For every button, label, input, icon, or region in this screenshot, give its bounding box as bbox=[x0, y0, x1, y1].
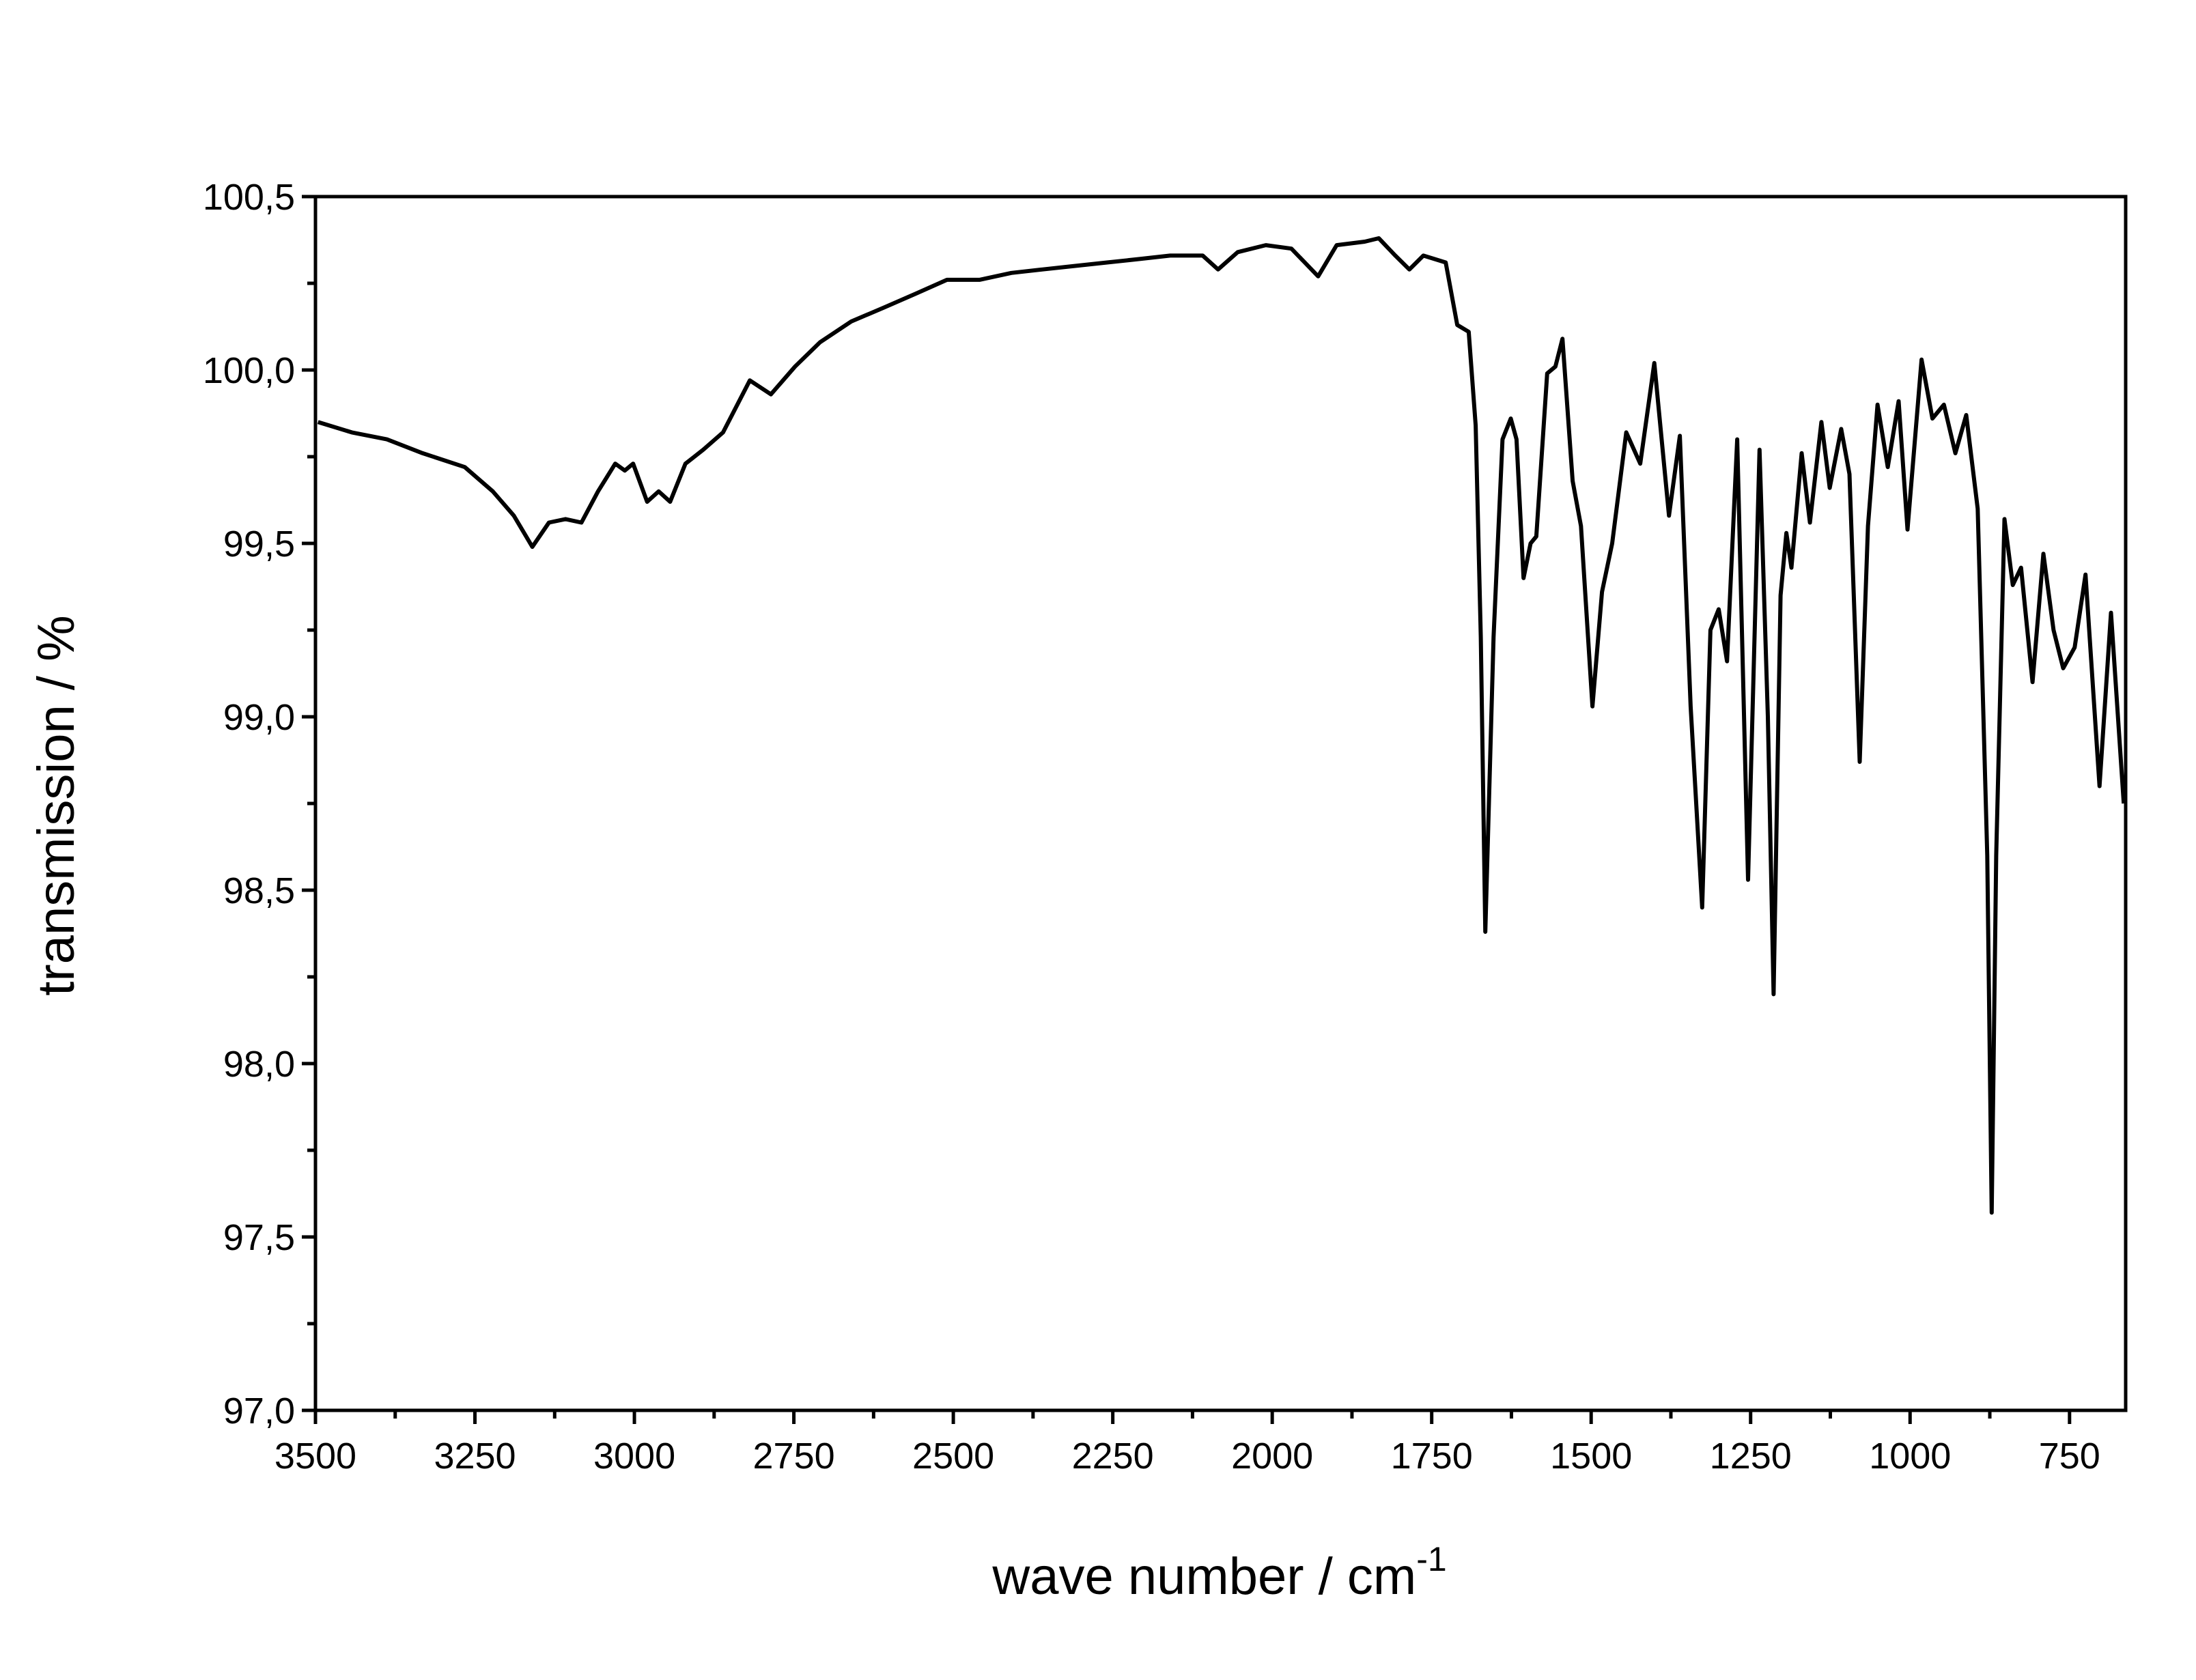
y-tick-label: 97,5 bbox=[223, 1217, 295, 1258]
y-axis-title: transmission / % bbox=[27, 615, 85, 996]
x-tick-label: 3250 bbox=[434, 1436, 516, 1477]
y-tick-label: 98,0 bbox=[223, 1044, 295, 1085]
y-tick-label: 100,0 bbox=[203, 350, 295, 391]
x-tick-label: 2500 bbox=[912, 1436, 994, 1477]
x-tick-label: 1000 bbox=[1869, 1436, 1951, 1477]
x-tick-label: 750 bbox=[2039, 1436, 2100, 1477]
x-axis-title: wave number / cm-1 bbox=[991, 1540, 1446, 1606]
x-tick-label: 2250 bbox=[1072, 1436, 1154, 1477]
x-tick-label: 1750 bbox=[1391, 1436, 1473, 1477]
x-axis-title-superscript: -1 bbox=[1416, 1540, 1446, 1578]
x-tick-label: 1500 bbox=[1550, 1436, 1632, 1477]
x-tick-label: 1250 bbox=[1710, 1436, 1792, 1477]
x-tick-label: 3500 bbox=[274, 1436, 356, 1477]
x-tick-label: 2750 bbox=[753, 1436, 835, 1477]
y-tick-label: 100,5 bbox=[203, 177, 295, 218]
y-tick-label: 97,0 bbox=[223, 1391, 295, 1432]
x-tick-label: 2000 bbox=[1231, 1436, 1313, 1477]
x-tick-label: 3000 bbox=[593, 1436, 675, 1477]
y-tick-label: 98,5 bbox=[223, 870, 295, 911]
plot-frame bbox=[313, 195, 2128, 1412]
x-axis-title-text: wave number / cm bbox=[991, 1548, 1416, 1606]
y-tick-label: 99,5 bbox=[223, 524, 295, 565]
y-tick-label: 99,0 bbox=[223, 697, 295, 738]
spectrum-line bbox=[317, 236, 2126, 1215]
